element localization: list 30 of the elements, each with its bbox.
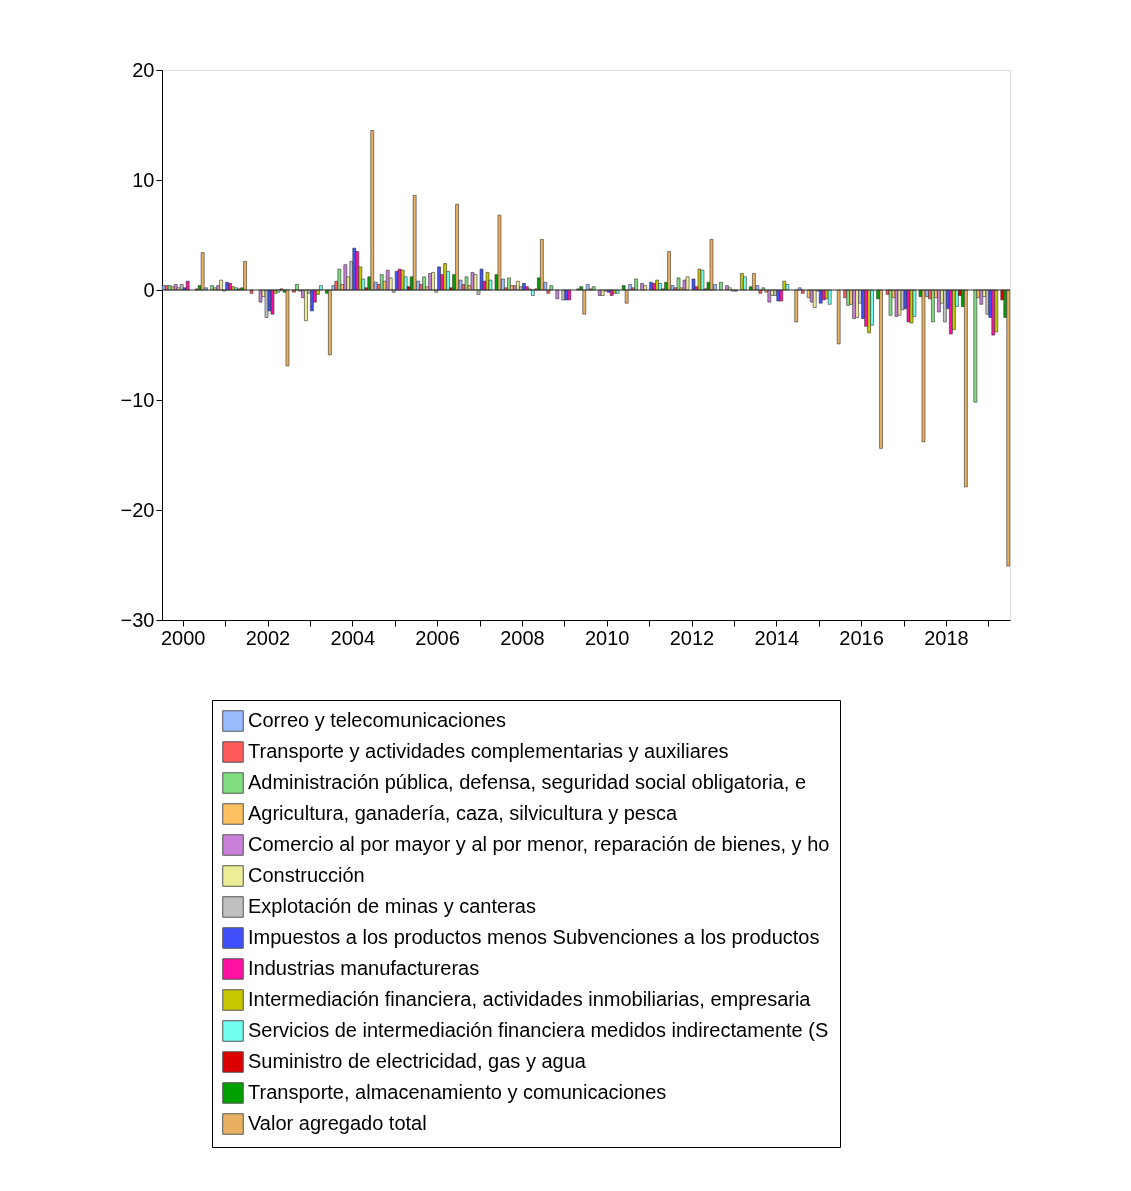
legend-label: Transporte y actividades complementarias y auxiliares: [248, 740, 729, 762]
x-tick-label: 2014: [754, 626, 800, 649]
y-tick-label: 10: [132, 168, 155, 191]
legend-label: Servicios de intermediación financiera medidos indirectamente (S: [248, 1019, 829, 1041]
legend-label: Explotación de minas y canteras: [248, 895, 536, 917]
y-tick-label: −20: [120, 498, 155, 521]
y-tick-label: 20: [132, 58, 155, 81]
legend-label: Suministro de electricidad, gas y agua: [248, 1050, 587, 1072]
x-tick-label: 2008: [500, 626, 545, 649]
legend-label: Administración pública, defensa, seguridad social obligatoria, e: [248, 771, 807, 793]
legend-label: Comercio al por mayor y al por menor, reparación de bienes, y ho: [248, 833, 830, 855]
legend-label: Valor agregado total: [248, 1112, 427, 1134]
legend-label: Correo y telecomunicaciones: [248, 709, 506, 731]
legend-label: Industrias manufactureras: [248, 957, 480, 979]
y-tick-label: 0: [143, 278, 155, 301]
x-tick-label: 2000: [160, 626, 206, 649]
legend-label: Agricultura, ganadería, caza, silvicultura y pesca: [248, 802, 678, 824]
x-tick-label: 2006: [415, 626, 460, 649]
y-tick-label: −30: [120, 608, 155, 631]
legend-label: Construcción: [248, 864, 365, 886]
legend-label: Intermediación financiera, actividades inmobiliarias, empresaria: [248, 988, 812, 1010]
x-tick-label: 2010: [584, 626, 630, 649]
legend-label: Impuestos a los productos menos Subvenciones a los productos: [248, 926, 820, 948]
x-tick-label: 2018: [924, 626, 969, 649]
x-tick-label: 2012: [669, 626, 715, 649]
x-tick-label: 2002: [245, 626, 291, 649]
x-tick-label: 2004: [330, 626, 376, 649]
x-tick-label: 2016: [839, 626, 884, 649]
legend-label: Transporte, almacenamiento y comunicaciones: [248, 1081, 667, 1103]
y-tick-label: −10: [120, 388, 155, 411]
